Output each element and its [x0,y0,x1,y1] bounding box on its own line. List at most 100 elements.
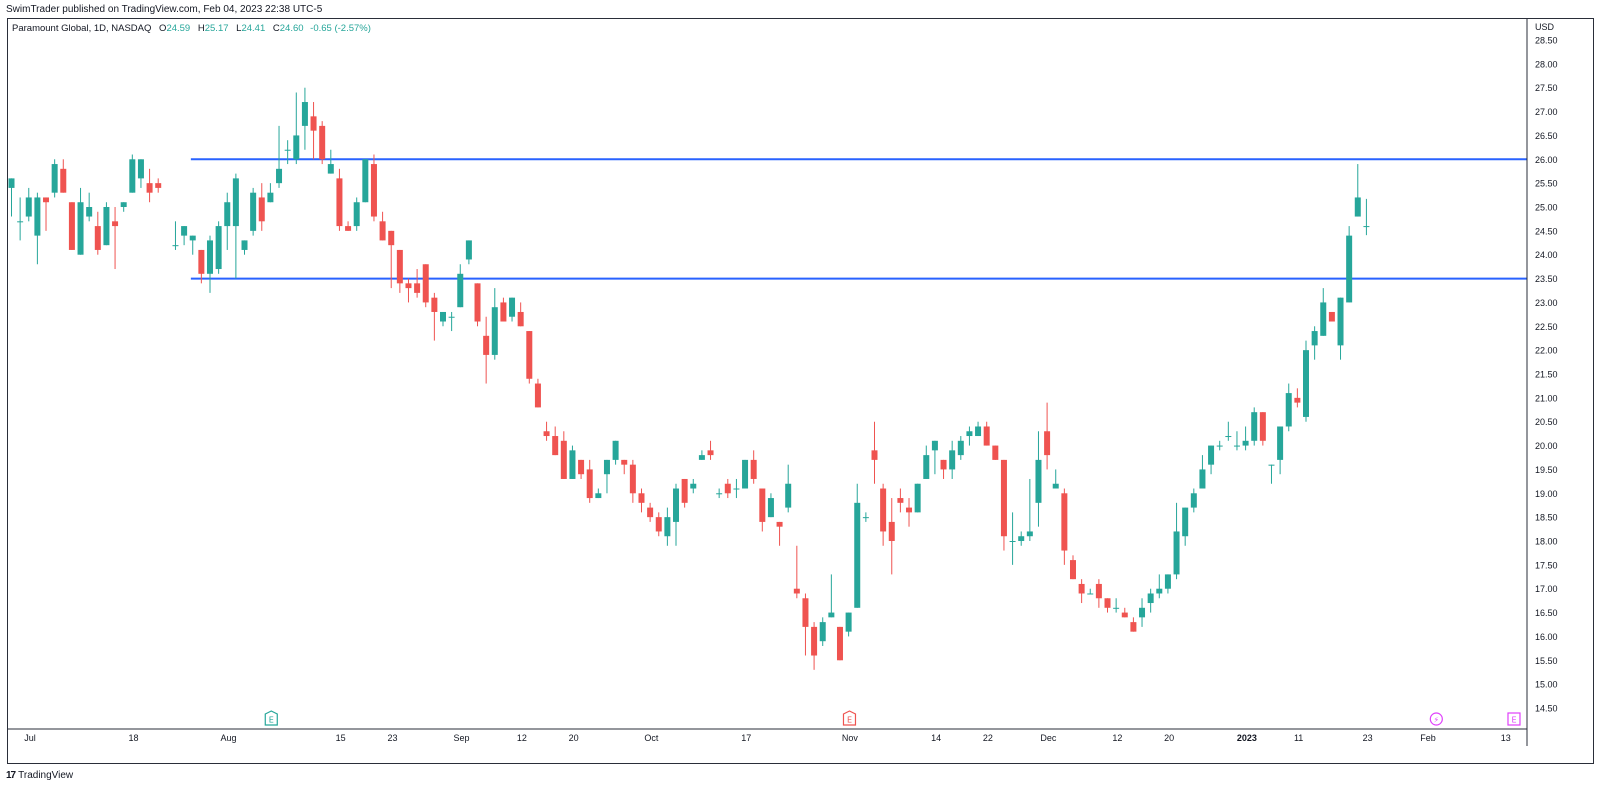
candle-body [785,483,792,508]
candle [1104,598,1111,613]
candle-body [1242,440,1249,446]
publisher-bar: SwimTrader published on TradingView.com,… [0,0,1600,20]
candle-body [931,440,938,451]
candle [673,483,680,546]
price-tick-label: 21.00 [1535,393,1558,403]
price-tick-label: 18.00 [1535,537,1558,547]
high-value: 25.17 [204,23,229,34]
publisher-line: SwimTrader published on TradingView.com,… [6,4,323,15]
price-tick-label: 20.50 [1535,417,1558,427]
time-axis[interactable]: Jul 18 Aug 15 23 Sep 12 20 Oct 17 Nov 14 22 Dec 12 20 20… [8,728,1527,743]
candle-body [448,316,455,318]
candle [1095,579,1102,608]
time-tick-label: 13 [1501,733,1511,743]
candle [1130,617,1137,632]
price-tick-label: 16.00 [1535,632,1558,642]
candle-body [1026,531,1033,537]
candle [716,488,723,499]
candle [1233,431,1240,451]
event-glyph: E [269,716,274,725]
price-tick-label: 15.00 [1535,680,1558,690]
candle-body [681,478,688,503]
candle-body [836,626,843,661]
time-tick-label: 2023 [1237,733,1257,743]
candle [474,283,481,327]
candle [552,426,559,456]
price-tick-label: 16.50 [1535,608,1558,618]
candle [258,183,265,231]
candle-body [129,159,136,193]
candle-body [776,521,783,527]
price-tick-label: 25.50 [1535,179,1558,189]
candle [25,187,32,222]
price-axis[interactable]: USD 14.50 15.00 15.50 16.00 16.50 17.00 17.50 18… [1526,18,1558,746]
candle-body [906,507,913,513]
candle [345,221,352,231]
price-tick-label: 27.00 [1535,107,1558,117]
candle-body [1018,536,1025,541]
time-tick-label: 17 [741,733,751,743]
time-tick-label: 23 [387,733,397,743]
candle-body [914,483,921,513]
price-tick-label: 28.50 [1535,36,1558,46]
candle [500,297,507,322]
time-tick-label: Sep [453,733,469,743]
candle [862,512,869,522]
candle [370,154,377,222]
candle [414,269,421,298]
candle-body [51,164,58,193]
candle-body [975,426,982,437]
candle-body [1182,507,1189,537]
candle-body [250,192,257,231]
brand-footer[interactable]: 17 TradingView [6,766,73,786]
price-tick-label: 18.50 [1535,513,1558,523]
price-tick-label: 22.50 [1535,322,1558,332]
event-marker: E [842,710,857,726]
candle [802,593,809,656]
candle-body [457,273,464,308]
candle [897,488,904,513]
candle-body [1130,622,1137,632]
price-tick-label: 20.00 [1535,441,1558,451]
candle [405,278,412,303]
candle-body [1311,331,1318,346]
candle [698,450,705,460]
brand-name: TradingView [18,770,74,781]
candle [267,183,274,203]
candle [1285,383,1292,432]
price-tick-label: 14.50 [1535,704,1558,714]
candle-body [414,283,421,293]
candle-body [103,207,110,246]
candle-body [1069,560,1076,580]
candle-body [405,283,412,289]
candle [172,221,179,250]
candle-body [698,455,705,460]
candle [1277,426,1284,475]
candle [1208,445,1215,475]
candle [379,211,386,241]
event-marker: E [1507,712,1521,726]
candle-body [595,493,602,499]
candle [517,302,524,327]
symbol-legend: Paramount Global, 1D, NASDAQ O24.59 H25.… [12,22,371,36]
candle [17,197,24,241]
candle [992,445,999,460]
earnings-event-icon [842,710,857,726]
candle-body [422,264,429,303]
high-label: H [197,23,205,34]
candle-body [1285,393,1292,427]
candle-body [716,493,723,495]
candle-body [1251,412,1258,441]
time-tick-label: 12 [1112,733,1122,743]
candle-body [370,164,377,217]
candle [43,197,50,231]
candle [603,459,610,494]
price-tick-label: 19.50 [1535,465,1558,475]
candle [1164,574,1171,594]
candle [1069,555,1076,580]
candle [319,121,326,165]
candle [448,311,455,332]
candle-body [379,221,386,241]
candle-body [750,459,757,479]
